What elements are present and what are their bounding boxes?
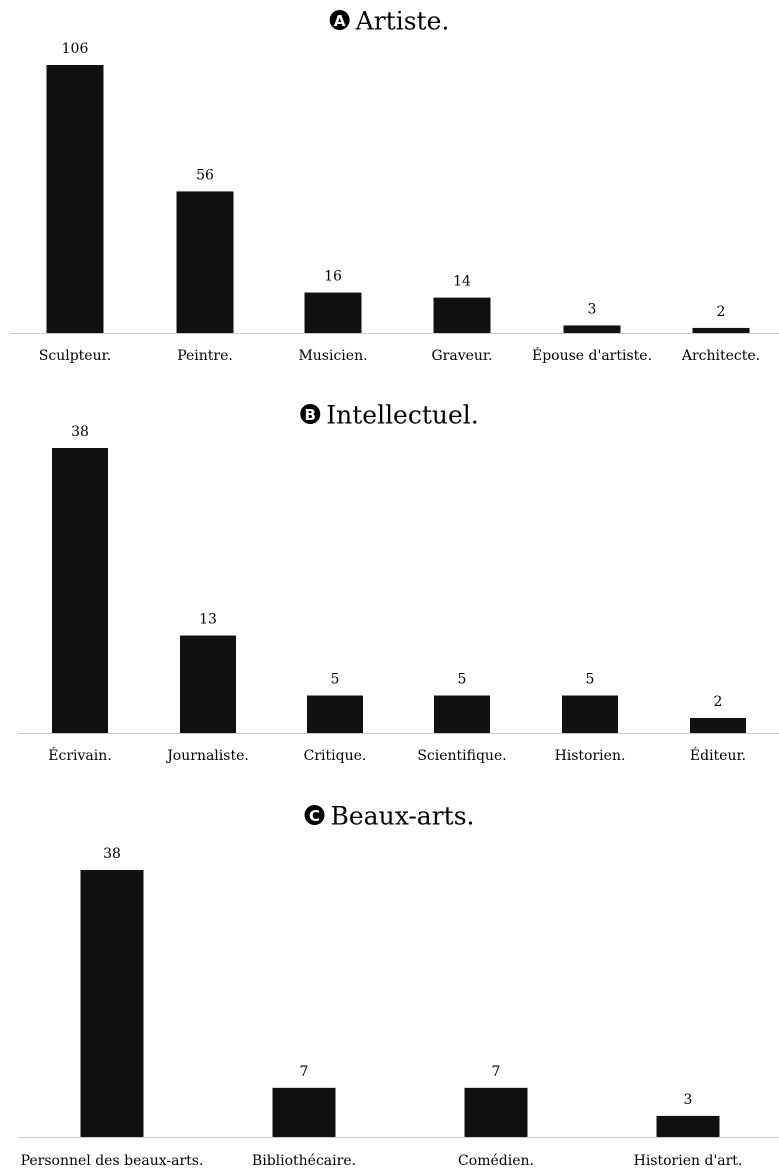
category-label: Scientifique. bbox=[417, 748, 506, 764]
bar bbox=[434, 695, 490, 733]
chart-panel-c: C Beaux-arts. 38 Personnel des beaux-arts. 7… bbox=[18, 802, 779, 1169]
data-label: 5 bbox=[586, 672, 595, 688]
category-label: Architecte. bbox=[681, 348, 760, 364]
category-label: Éditeur. bbox=[690, 746, 746, 764]
category-label: Personnel des beaux-arts. bbox=[21, 1153, 204, 1169]
chart-title: Artiste. bbox=[355, 7, 450, 36]
category-label: Historien. bbox=[555, 748, 626, 764]
data-label: 2 bbox=[714, 694, 723, 710]
bar bbox=[176, 191, 234, 333]
data-label: 5 bbox=[331, 672, 340, 688]
category-label: Sculpteur. bbox=[39, 348, 111, 364]
category-label: Écrivain. bbox=[48, 746, 111, 764]
category-label: Bibliothécaire. bbox=[252, 1153, 356, 1169]
category-label: Critique. bbox=[304, 748, 367, 764]
category-label: Épouse d'artiste. bbox=[532, 346, 652, 364]
category-label: Musicien. bbox=[298, 348, 367, 364]
category-label: Peintre. bbox=[177, 348, 233, 364]
bar bbox=[304, 292, 362, 333]
data-label: 2 bbox=[717, 304, 726, 320]
bar bbox=[433, 297, 491, 333]
chart-title: Intellectuel. bbox=[326, 401, 479, 430]
bar bbox=[464, 1087, 528, 1137]
chart-title-group: A Artiste. bbox=[329, 7, 450, 36]
data-label: 16 bbox=[324, 269, 342, 285]
data-label: 106 bbox=[62, 41, 89, 57]
bar bbox=[690, 718, 746, 733]
data-label: 14 bbox=[453, 274, 471, 290]
category-label: Comédien. bbox=[458, 1153, 534, 1169]
bar bbox=[307, 695, 363, 733]
badge-letter: B bbox=[305, 406, 316, 424]
data-label: 13 bbox=[199, 612, 217, 628]
bar bbox=[52, 448, 108, 733]
category-label: Journaliste. bbox=[165, 748, 249, 764]
data-label: 3 bbox=[588, 301, 597, 317]
data-label: 7 bbox=[492, 1064, 501, 1080]
category-label: Historien d'art. bbox=[634, 1153, 743, 1169]
bar bbox=[656, 1115, 720, 1137]
data-label: 38 bbox=[71, 424, 89, 440]
chart-title-group: C Beaux-arts. bbox=[304, 802, 475, 831]
badge-circle bbox=[329, 10, 350, 30]
chart-title: Beaux-arts. bbox=[331, 802, 475, 831]
data-label: 56 bbox=[196, 167, 214, 183]
badge-letter: C bbox=[309, 807, 320, 825]
chart-title-group: B Intellectuel. bbox=[300, 401, 479, 430]
data-label: 7 bbox=[300, 1064, 309, 1080]
bar bbox=[180, 635, 236, 733]
badge-letter: A bbox=[334, 12, 346, 30]
badge-circle bbox=[304, 805, 325, 825]
chart-panel-a: A Artiste. 106 Sculpteur. 56 Peintre. 16 Musici… bbox=[10, 7, 779, 364]
bar bbox=[80, 870, 144, 1137]
badge-circle bbox=[300, 404, 321, 424]
data-label: 5 bbox=[458, 672, 467, 688]
data-label: 38 bbox=[103, 846, 121, 862]
bar bbox=[563, 325, 621, 333]
bar bbox=[272, 1087, 336, 1137]
data-label: 3 bbox=[684, 1092, 693, 1108]
chart-panel-b: B Intellectuel. 38 Écrivain. 13 Journaliste. 5… bbox=[18, 401, 779, 764]
bar bbox=[562, 695, 618, 733]
category-label: Graveur. bbox=[431, 348, 492, 364]
bar bbox=[692, 327, 750, 333]
bar bbox=[46, 65, 104, 333]
